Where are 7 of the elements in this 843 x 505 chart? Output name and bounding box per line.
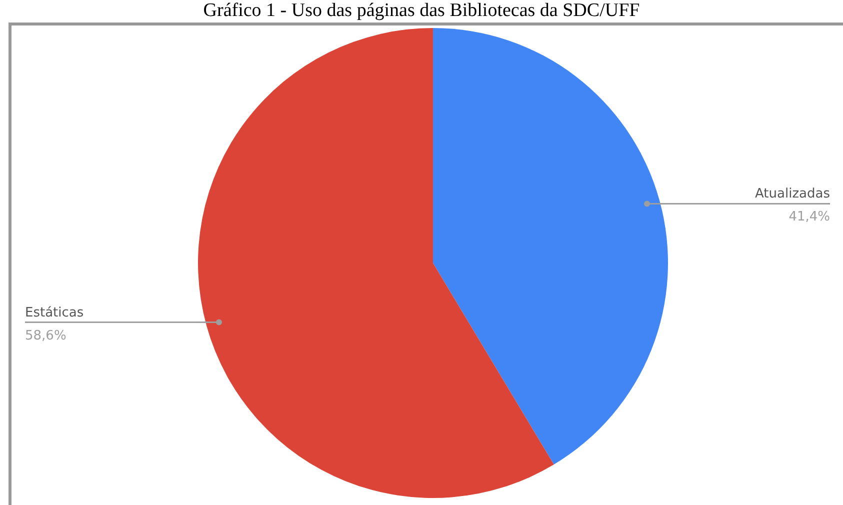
pie-slice bbox=[433, 28, 668, 465]
slice-label: Estáticas bbox=[25, 305, 84, 320]
chart-title: Gráfico 1 - Uso das páginas das Bibliotecas da SDC/UFF bbox=[203, 0, 640, 21]
slice-label: Atualizadas bbox=[755, 186, 830, 202]
data-label: 41,4% bbox=[788, 210, 830, 225]
pie-slice bbox=[198, 28, 554, 498]
data-label: 58,6% bbox=[25, 328, 66, 344]
